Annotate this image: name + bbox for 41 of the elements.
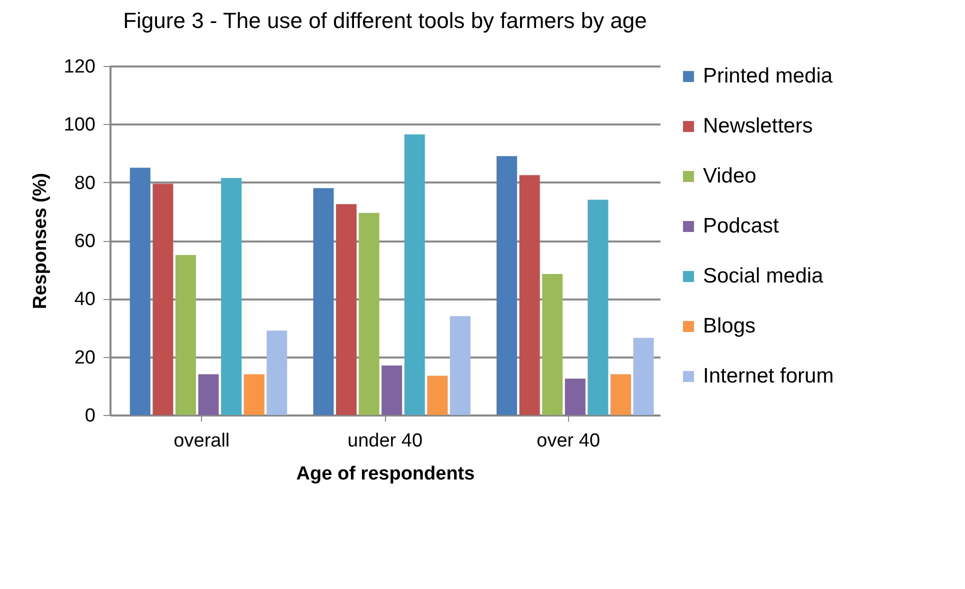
bar [175, 255, 196, 415]
legend-label: Internet forum [703, 364, 834, 388]
y-tick-label: 0 [84, 406, 96, 426]
bar [358, 212, 380, 415]
legend-label: Social media [703, 264, 824, 288]
bar [519, 175, 540, 415]
x-tick-label: over 40 [536, 430, 600, 452]
x-tick-label: under 40 [347, 430, 423, 452]
bar [588, 200, 608, 415]
y-tick-label: 80 [74, 172, 96, 194]
bar [610, 374, 631, 415]
bar [130, 168, 150, 415]
legend-label: Printed media [703, 64, 833, 88]
y-tick-label: 60 [74, 231, 96, 252]
x-tick-label: overall [174, 430, 230, 452]
x-axis-title: Age of respondents [296, 464, 475, 484]
bar [633, 338, 654, 415]
legend-label: Blogs [703, 314, 756, 338]
y-tick-label: 120 [64, 56, 96, 78]
bar [404, 134, 425, 415]
bar [542, 274, 563, 415]
bar [496, 156, 518, 415]
bar [427, 376, 448, 415]
legend-label: Podcast [703, 214, 780, 238]
bar [198, 374, 219, 415]
y-axis-title: Responses (%) [30, 172, 51, 310]
bar [221, 178, 242, 415]
bar [152, 184, 174, 415]
legend-label: Newsletters [703, 114, 813, 138]
y-tick-label: 20 [74, 347, 96, 368]
bar [564, 378, 586, 415]
y-tick-label: 40 [74, 289, 96, 310]
bar [450, 316, 470, 415]
bar [313, 188, 334, 415]
y-tick-label: 100 [64, 114, 96, 136]
legend-label: Video [703, 164, 756, 188]
bar [382, 366, 402, 415]
bar [336, 204, 357, 415]
bar [244, 374, 264, 415]
bar [266, 330, 288, 415]
chart-title: Figure 3 - The use of different tools by farmers by age [123, 8, 647, 33]
